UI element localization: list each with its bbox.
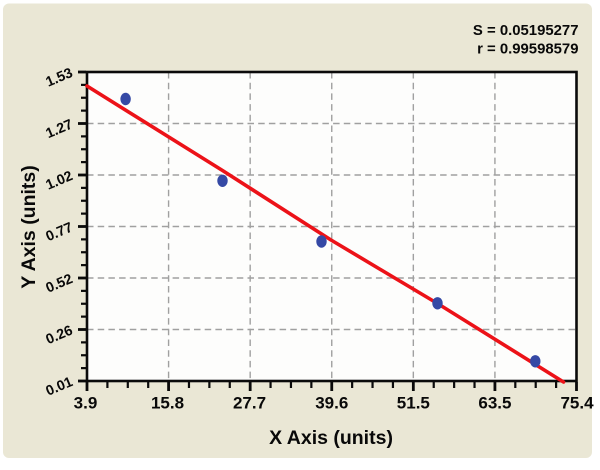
svg-text:15.8: 15.8 <box>151 394 184 413</box>
svg-text:27.7: 27.7 <box>233 394 266 413</box>
svg-text:X Axis (units): X Axis (units) <box>269 427 393 449</box>
svg-text:S = 0.05195277: S = 0.05195277 <box>473 23 579 39</box>
svg-text:51.5: 51.5 <box>397 394 430 413</box>
svg-text:39.6: 39.6 <box>315 394 348 413</box>
svg-text:r = 0.99598579: r = 0.99598579 <box>477 42 578 58</box>
svg-text:3.9: 3.9 <box>74 394 98 413</box>
svg-text:63.5: 63.5 <box>478 394 511 413</box>
svg-text:75.4: 75.4 <box>560 394 594 413</box>
svg-text:Y Axis (units): Y Axis (units) <box>18 165 40 289</box>
